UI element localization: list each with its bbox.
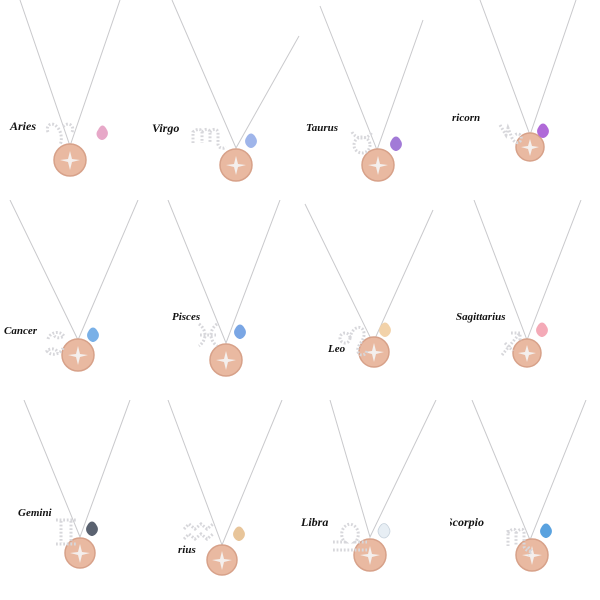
necklace-illustration: [23, 400, 131, 569]
stone-pendant-icon: [379, 322, 391, 337]
necklace-illustration: [473, 200, 582, 368]
zodiac-label: Pisces: [172, 311, 201, 323]
stone-pendant-icon: [96, 125, 108, 140]
stone-pendant-icon: [390, 136, 402, 151]
necklace-illustration: [329, 400, 437, 572]
zodiac-label: Aries: [10, 119, 37, 133]
stone-pendant-icon: [377, 523, 391, 539]
taurus-symbol-icon: [350, 131, 374, 155]
zodiac-label: Gemini: [18, 507, 52, 519]
necklace-tile-aquarius: rius: [150, 400, 300, 600]
leo-symbol-icon: [338, 325, 369, 357]
stone-pendant-icon: [537, 123, 549, 138]
virgo-symbol-icon: [191, 127, 227, 150]
stone-pendant-icon: [233, 526, 245, 541]
necklace-illustration: [304, 203, 434, 368]
necklace-illustration: [479, 0, 577, 162]
necklace-tile-virgo: Virgo: [150, 0, 300, 200]
necklace-illustration: [171, 0, 300, 182]
necklace-tile-pisces: Pisces: [150, 200, 300, 400]
zodiac-label: Virgo: [152, 121, 180, 135]
cancer-symbol-icon: [45, 330, 67, 356]
necklace-tile-sagittarius: Sagittarius: [450, 200, 600, 400]
zodiac-label: rius: [178, 544, 196, 556]
necklace-illustration: [167, 200, 281, 377]
zodiac-label: ricorn: [452, 112, 481, 124]
zodiac-label: Scorpio: [450, 515, 485, 529]
stone-pendant-icon: [87, 327, 99, 342]
zodiac-label: Sagittarius: [456, 311, 506, 323]
stone-pendant-icon: [234, 324, 246, 339]
necklace-tile-leo: Leo: [300, 200, 450, 400]
aquarius-symbol-icon: [182, 521, 214, 541]
stone-pendant-icon: [536, 322, 548, 337]
necklace-tile-cancer: Cancer: [0, 200, 150, 400]
stone-pendant-icon: [245, 133, 257, 148]
capricorn-symbol-icon: [498, 123, 523, 145]
stone-pendant-icon: [540, 523, 552, 538]
necklace-illustration: [471, 400, 587, 572]
pisces-symbol-icon: [198, 322, 218, 348]
zodiac-label: Taurus: [306, 122, 339, 134]
necklace-illustration: [9, 200, 139, 372]
gemini-symbol-icon: [56, 518, 76, 546]
sagittarius-symbol-icon: [500, 331, 522, 356]
necklace-illustration: [319, 5, 424, 182]
necklace-illustration: [167, 400, 283, 576]
necklace-illustration: [19, 0, 121, 177]
zodiac-label: Cancer: [4, 325, 37, 337]
necklace-tile-gemini: Gemini: [0, 400, 150, 600]
necklace-tile-libra: Libra: [300, 400, 450, 600]
scorpio-symbol-icon: [506, 527, 535, 557]
necklace-tile-capricorn: ricorn: [450, 0, 600, 200]
necklace-tile-taurus: Taurus: [300, 0, 450, 200]
stone-pendant-icon: [86, 521, 98, 536]
aries-symbol-icon: [45, 122, 75, 146]
zodiac-label: Libra: [301, 515, 329, 529]
zodiac-label: Leo: [328, 343, 346, 355]
necklace-tile-aries: Aries: [0, 0, 150, 200]
necklace-tile-scorpio: Scorpio: [450, 400, 600, 600]
